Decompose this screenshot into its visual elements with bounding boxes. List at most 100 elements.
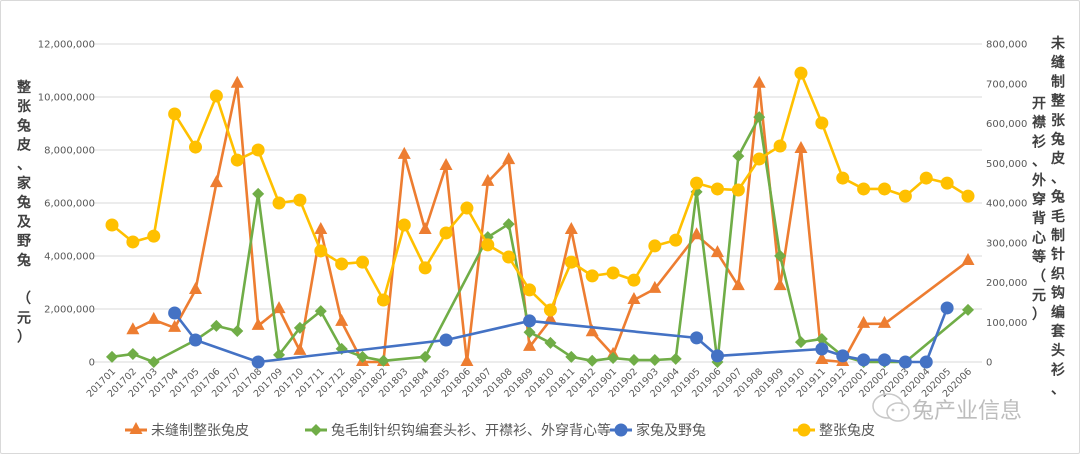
series-left [105, 66, 975, 317]
left-axis-label-char: 元 [17, 310, 31, 326]
right-axis-label-char: 缝 [1051, 54, 1065, 71]
right-tick-label: 700,000 [986, 79, 1027, 90]
data-point [731, 183, 745, 197]
data-point [836, 171, 850, 185]
right-axis-label-char: 背 [1032, 210, 1046, 227]
data-point [585, 324, 599, 337]
data-point [815, 116, 829, 130]
data-point [961, 253, 975, 266]
data-point [230, 75, 244, 88]
data-point [877, 182, 891, 196]
data-point [105, 218, 119, 232]
data-point [710, 245, 724, 258]
data-point [168, 107, 182, 121]
right-tick-label: 800,000 [986, 40, 1027, 51]
data-point [710, 349, 724, 363]
data-point [356, 350, 369, 363]
right-axis-label-char: 外 [1032, 172, 1046, 189]
data-point [419, 350, 432, 363]
data-point [251, 317, 265, 330]
legend-item[interactable]: 整张兔皮 [793, 423, 875, 439]
right-axis-label-char: 皮 [1050, 150, 1065, 167]
data-point [543, 303, 557, 317]
wechat-icon [872, 393, 910, 422]
data-point [648, 354, 661, 367]
right-axis-label-char: 兔 [1050, 131, 1065, 148]
series-layer [105, 66, 975, 369]
data-point [376, 293, 390, 307]
left-axis-label-char: 兔 [16, 117, 31, 134]
right-axis-label-char: 编 [1051, 304, 1065, 321]
left-tick-label: 8,000,000 [44, 146, 95, 157]
left-axis-label-char: 及 [17, 214, 32, 230]
right-axis-label-char: 、 [1032, 154, 1046, 170]
right-axis-label-char: 心 [1032, 230, 1046, 246]
data-point [397, 218, 411, 232]
data-point [753, 111, 766, 124]
legend-item[interactable]: 家兔及野兔 [610, 422, 706, 439]
data-point [314, 244, 328, 258]
data-point [877, 353, 891, 367]
right-axis-label-char: 、 [1051, 170, 1065, 186]
data-point [648, 280, 662, 293]
right-tick-label: 0 [986, 358, 992, 369]
left-axis-label: 整张兔皮、家兔及野兔（元） [16, 79, 32, 346]
data-point [614, 423, 628, 437]
data-point [460, 354, 474, 366]
data-point [439, 333, 453, 347]
data-point [752, 75, 766, 88]
series-line [111, 115, 969, 364]
data-point [335, 257, 349, 271]
data-point [168, 306, 182, 320]
data-point [230, 153, 244, 167]
data-point [794, 66, 808, 80]
data-point [961, 189, 975, 203]
right-axis-label-char: 未 [1051, 35, 1066, 52]
left-tick-label: 12,000,000 [38, 40, 95, 51]
left-axis-ticks: 0 2,000,000 4,000,000 6,000,000 8,000,000 10,… [38, 40, 95, 369]
right-tick-label: 200,000 [986, 278, 1027, 289]
data-point [189, 140, 203, 154]
data-point [168, 319, 182, 332]
left-axis-label-char: 张 [17, 99, 32, 115]
data-point [962, 303, 974, 316]
right-axis-label-char: 兔 [1050, 189, 1065, 206]
data-point [773, 278, 787, 291]
right-axis-label: 未缝制整张兔皮、兔毛制针织钩编套头衫、开襟衫、外穿背心等（元） [1031, 35, 1066, 398]
data-point [251, 143, 265, 157]
data-point [502, 250, 516, 264]
right-tick-label: 300,000 [986, 238, 1027, 249]
data-point [627, 291, 641, 304]
right-axis-label-char: 等 [1032, 249, 1046, 266]
data-point [857, 315, 871, 328]
data-point [272, 301, 286, 314]
watermark: 兔产业信息 [872, 393, 1022, 424]
right-axis-label-char: 衫 [1031, 133, 1046, 150]
data-point [794, 336, 807, 349]
series-left [168, 301, 954, 369]
right-axis-label-char: 元 [1032, 288, 1046, 304]
data-point [919, 355, 933, 369]
left-axis-label-char: 整 [16, 79, 32, 96]
data-point [126, 348, 139, 361]
data-point [314, 305, 327, 318]
data-point [523, 326, 536, 339]
data-point [439, 158, 453, 171]
watermark-text: 兔产业信息 [912, 399, 1022, 424]
data-point [585, 269, 599, 283]
data-point [523, 338, 537, 351]
data-point [648, 239, 662, 253]
right-axis-label-char: （ [1032, 269, 1046, 285]
data-point [189, 333, 203, 347]
data-point [377, 354, 390, 367]
right-axis-label-char: 襟 [1032, 114, 1046, 131]
data-point [752, 152, 766, 166]
legend-item[interactable]: 兔毛制针织钩编套头衫、开襟衫、外穿背心等 [305, 422, 611, 439]
right-axis-label-char: 钩 [1051, 285, 1065, 302]
right-axis-label-char: 毛 [1051, 208, 1065, 225]
data-point [209, 175, 223, 188]
legend-item[interactable]: 未缝制整张兔皮 [125, 422, 249, 439]
legend-label: 未缝制整张兔皮 [151, 423, 249, 439]
data-point [940, 301, 954, 315]
